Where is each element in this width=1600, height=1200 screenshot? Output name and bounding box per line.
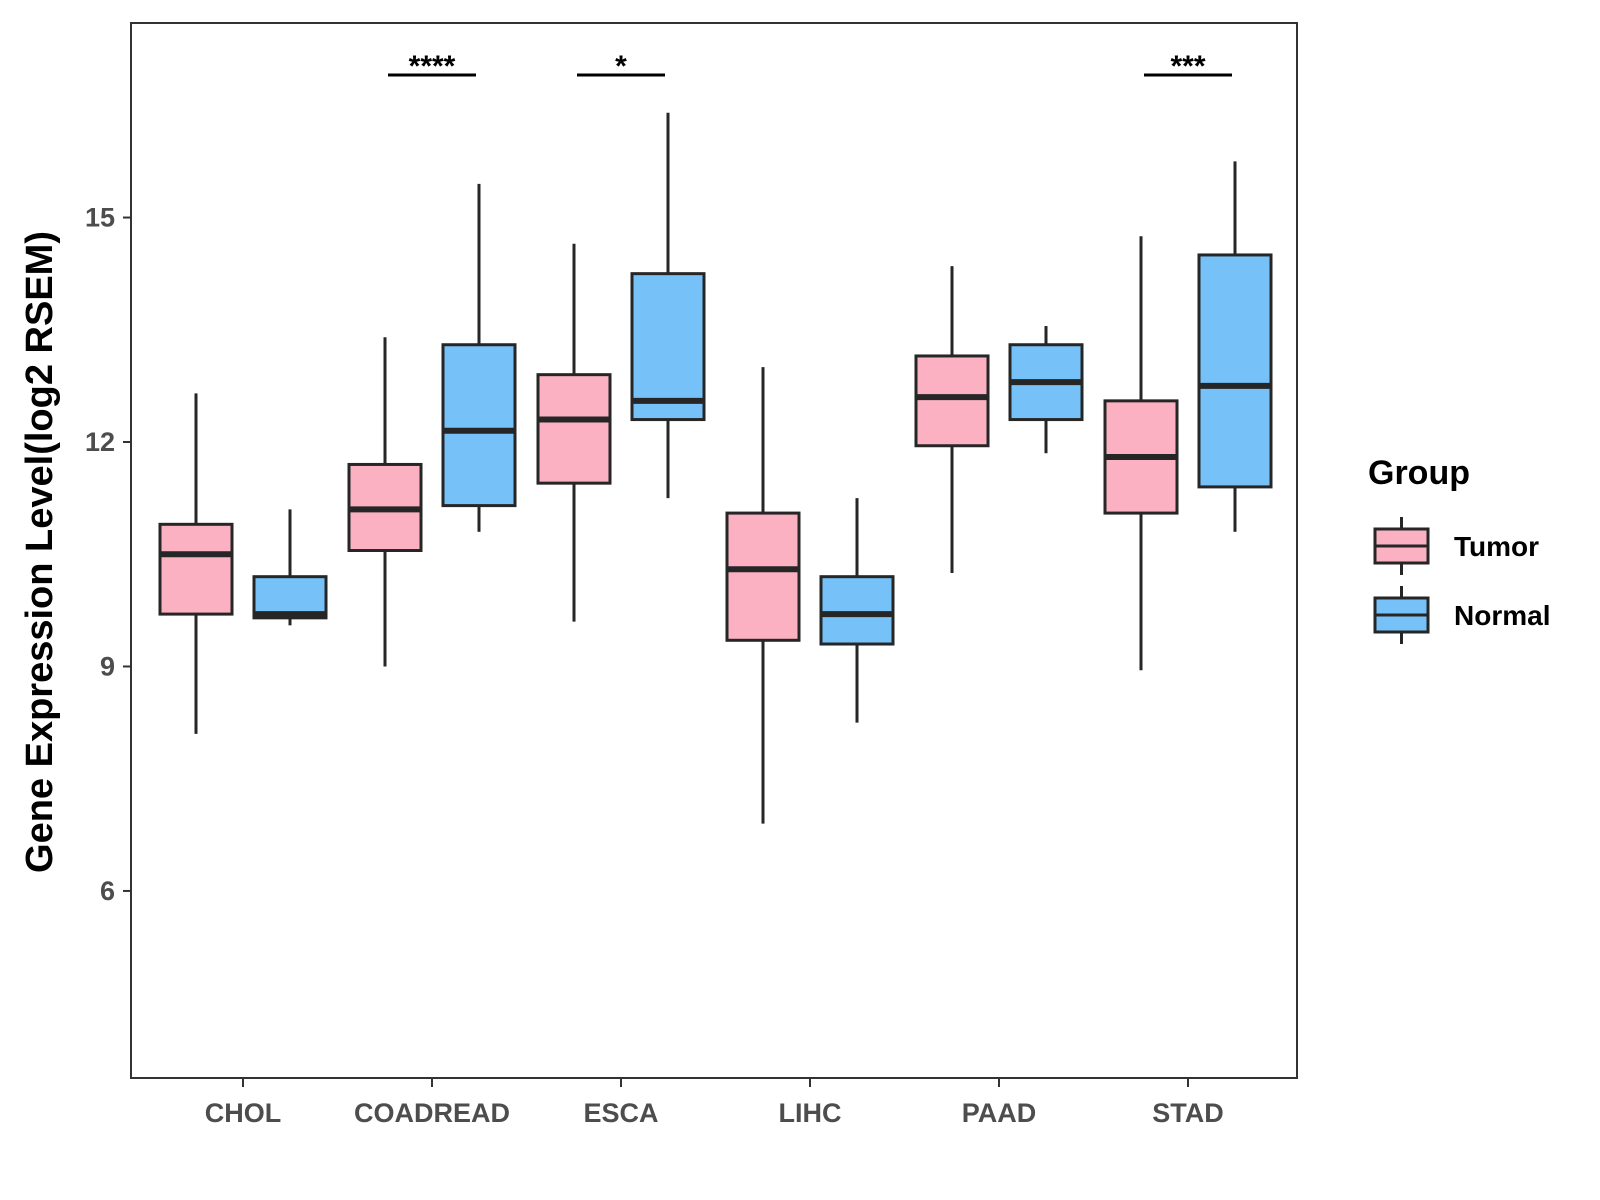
legend-title: Group [1368,454,1470,492]
legend-label-tumor: Tumor [1454,531,1539,562]
y-tick-label-12: 12 [85,427,115,457]
legend-label-normal: Normal [1454,600,1550,631]
x-tick-label-esca: ESCA [583,1098,658,1128]
x-tick-label-chol: CHOL [205,1098,282,1128]
x-tick-label-paad: PAAD [962,1098,1037,1128]
box-normal-lihc [819,575,895,646]
panel-border [130,22,1298,1079]
legend: Group Tumor Normal [1368,454,1550,644]
significance-label-stad: *** [1170,50,1205,83]
box-normal-stad [1197,253,1273,489]
x-tick-label-stad: STAD [1152,1098,1224,1128]
box-tumor-esca [536,373,612,485]
box-tumor-lihc [725,511,801,642]
y-tick-label-9: 9 [100,651,115,681]
significance-label-coadread: **** [409,50,456,83]
x-tick-label-lihc: LIHC [779,1098,842,1128]
x-tick-label-coadread: COADREAD [354,1098,510,1128]
box-normal-esca [630,272,706,422]
significance-label-esca: * [615,50,627,83]
y-tick-label-6: 6 [100,876,115,906]
y-axis-title: Gene Expression Level(log2 RSEM) [19,231,61,873]
box-normal-chol [252,575,328,620]
box-normal-coadread [441,343,517,508]
box-tumor-chol [158,522,234,616]
box-tumor-paad [914,354,990,448]
y-tick-label-15: 15 [85,203,115,233]
